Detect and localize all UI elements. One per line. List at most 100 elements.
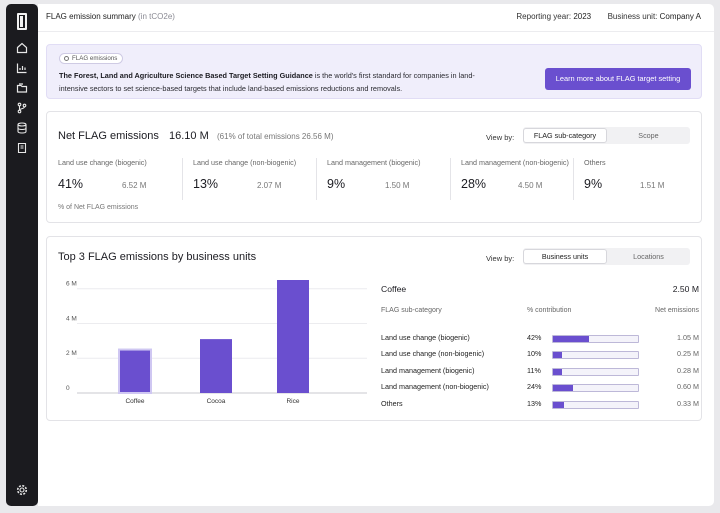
home-icon[interactable] <box>15 41 29 55</box>
y-tick-label: 0 <box>66 385 70 392</box>
bar-rice[interactable] <box>277 280 309 393</box>
contribution-row: Others 13% 0.33 M <box>381 397 699 411</box>
top3-business-units-card: Top 3 FLAG emissions by business units V… <box>46 236 702 421</box>
row-category: Land use change (non-biogenic) <box>381 349 485 359</box>
settings-gear-icon[interactable] <box>15 483 29 497</box>
contribution-bar-track <box>552 400 639 409</box>
metric-absolute: 2.07 M <box>257 181 282 190</box>
page-title-unit: (in tCO2e) <box>138 12 175 21</box>
app-logo[interactable] <box>17 13 27 30</box>
metric-absolute: 1.50 M <box>385 181 410 190</box>
banner-bold-text: The Forest, Land and Agriculture Science… <box>59 71 313 80</box>
folders-icon[interactable] <box>15 81 29 95</box>
bar-coffee[interactable] <box>118 348 152 394</box>
net-flag-emissions-card: Net FLAG emissions 16.10 M (61% of total… <box>46 111 702 223</box>
metric-label: Land management (biogenic) <box>327 158 421 167</box>
metric-percent: 13% <box>193 177 219 191</box>
option-locations[interactable]: Locations <box>633 252 664 261</box>
business-unit-value[interactable]: Company A <box>659 12 701 21</box>
col-header-category: FLAG sub-category <box>381 307 442 314</box>
y-tick-label: 2 M <box>66 350 77 357</box>
metric-label: Land use change (non-biogenic) <box>193 158 297 167</box>
metric-others: Others 9% 1.51 M <box>573 158 693 200</box>
y-tick-label: 6 M <box>66 281 77 288</box>
row-percent: 13% <box>527 398 542 408</box>
bar-cocoa[interactable] <box>200 339 232 393</box>
row-net-emissions: 0.60 M <box>677 382 699 392</box>
contribution-bar-fill <box>553 385 573 392</box>
row-category: Land use change (biogenic) <box>381 333 470 342</box>
contribution-bar-track <box>552 335 639 343</box>
book-icon[interactable] <box>15 141 29 155</box>
database-icon[interactable] <box>15 121 29 135</box>
metric-label: Others <box>584 158 606 167</box>
y-tick-label: 4 M <box>66 315 77 322</box>
contribution-bar-fill <box>553 401 564 408</box>
net-flag-title: Net FLAG emissions <box>58 130 159 142</box>
main-panel: FLAG emission summary (in tCO2e) Reporti… <box>38 4 714 506</box>
metric-absolute: 1.51 M <box>640 181 665 190</box>
selected-unit-total: 2.50 M <box>672 284 699 294</box>
contribution-bar-track <box>552 367 639 376</box>
x-category-label: Rice <box>286 398 299 405</box>
row-percent: 11% <box>527 365 541 375</box>
chart-icon[interactable] <box>15 61 29 75</box>
col-header-contribution: % contribution <box>527 307 572 314</box>
contribution-bar-fill <box>553 336 589 342</box>
contribution-bar-track <box>552 351 639 360</box>
option-flag-sub-category[interactable]: FLAG sub-category <box>523 128 607 143</box>
contribution-row: Land management (non-biogenic) 24% 0.60 M <box>381 380 699 394</box>
chip-dot-icon <box>64 55 69 61</box>
banner-text: The Forest, Land and Agriculture Science… <box>59 69 479 95</box>
business-unit-label: Business unit: <box>607 12 658 21</box>
net-flag-note: (61% of total emissions 26.56 M) <box>217 132 334 141</box>
metric-absolute: 6.52 M <box>122 181 147 190</box>
top3-bar-chart: 0 2 M 4 M 6 M Coffee Cocoa Rice <box>66 280 367 405</box>
x-category-label: Coffee <box>125 398 144 405</box>
contribution-row: Land use change (non-biogenic) 10% 0.25 M <box>381 347 699 361</box>
col-header-net: Net emissions <box>655 307 699 314</box>
reporting-year-value[interactable]: 2023 <box>573 12 592 21</box>
top3-view-toggle: Business units Locations <box>523 248 690 265</box>
contribution-bar-track <box>552 384 639 393</box>
net-footnote: % of Net FLAG emissions <box>58 204 139 211</box>
row-category: Others <box>381 398 403 408</box>
flag-info-banner: FLAG emissions The Forest, Land and Agri… <box>46 44 702 99</box>
flag-emissions-chip: FLAG emissions <box>59 53 124 64</box>
selected-unit-detail: Coffee 2.50 M FLAG sub-category % contri… <box>381 279 699 419</box>
option-business-units[interactable]: Business units <box>523 249 607 264</box>
metric-percent: 9% <box>584 177 603 191</box>
option-scope[interactable]: Scope <box>638 131 659 140</box>
top3-title: Top 3 FLAG emissions by business units <box>58 251 257 263</box>
learn-more-button[interactable]: Learn more about FLAG target setting <box>545 68 691 90</box>
row-net-emissions: 0.28 M <box>677 365 699 375</box>
row-category: Land management (non-biogenic) <box>381 382 489 392</box>
row-net-emissions: 0.33 M <box>677 398 699 408</box>
page-meta: Reporting year: 2023 Business unit: Comp… <box>516 12 701 21</box>
row-net-emissions: 0.25 M <box>677 349 699 359</box>
contribution-bar-fill <box>553 368 562 375</box>
metric-land-management-non-biogenic: Land management (non-biogenic) 28% 4.50 … <box>450 158 584 200</box>
metric-land-use-change-non-biogenic: Land use change (non-biogenic) 13% 2.07 … <box>182 158 316 200</box>
net-view-by-label: View by: <box>486 133 515 142</box>
metric-land-management-biogenic: Land management (biogenic) 9% 1.50 M <box>316 158 450 200</box>
top-bar: FLAG emission summary (in tCO2e) Reporti… <box>38 4 714 32</box>
metric-label: Land management (non-biogenic) <box>461 158 569 167</box>
page-title-text: FLAG emission summary <box>46 12 136 21</box>
contribution-bar-fill <box>553 352 562 359</box>
contribution-row: Land use change (biogenic) 42% 1.05 M <box>381 331 699 345</box>
page-title: FLAG emission summary (in tCO2e) <box>46 12 175 21</box>
row-percent: 10% <box>527 349 542 359</box>
metric-percent: 41% <box>58 177 84 191</box>
contribution-row: Land management (biogenic) 11% 0.28 M <box>381 364 699 378</box>
banner-body-text: is the world's first standard for compan… <box>59 71 475 93</box>
chip-label: FLAG emissions <box>72 55 118 62</box>
x-category-label: Cocoa <box>207 398 226 405</box>
top3-view-by-label: View by: <box>486 254 515 263</box>
metric-land-use-change-biogenic: Land use change (biogenic) 41% 6.52 M <box>58 158 192 200</box>
metric-percent: 28% <box>461 177 487 191</box>
reporting-year-label: Reporting year: <box>516 12 572 21</box>
row-net-emissions: 1.05 M <box>677 333 699 342</box>
metric-label: Land use change (biogenic) <box>58 158 147 167</box>
branch-icon[interactable] <box>15 101 29 115</box>
